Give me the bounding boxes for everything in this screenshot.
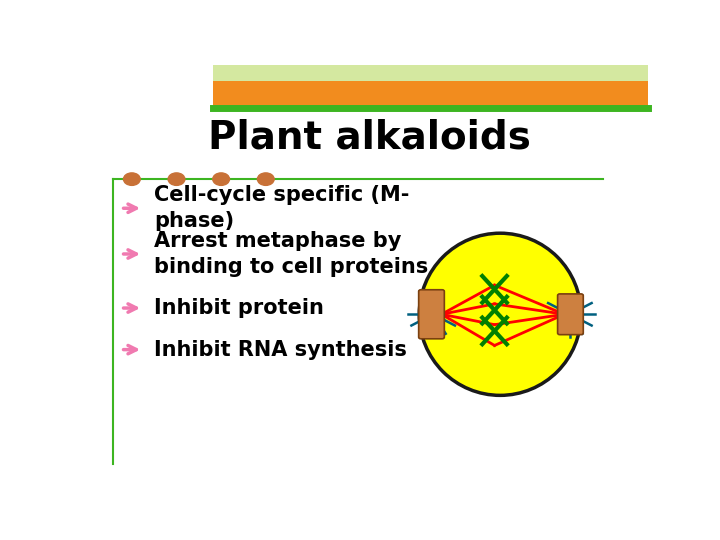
Ellipse shape (419, 233, 581, 395)
Text: Plant alkaloids: Plant alkaloids (207, 119, 531, 157)
Circle shape (258, 173, 274, 185)
FancyBboxPatch shape (557, 294, 583, 335)
Circle shape (213, 173, 230, 185)
Text: Arrest metaphase by
binding to cell proteins: Arrest metaphase by binding to cell prot… (154, 231, 428, 277)
Text: Inhibit RNA synthesis: Inhibit RNA synthesis (154, 340, 407, 360)
Circle shape (124, 173, 140, 185)
Bar (213, 82, 648, 109)
Circle shape (168, 173, 185, 185)
Bar (213, 65, 648, 82)
Text: Cell-cycle specific (M-
phase): Cell-cycle specific (M- phase) (154, 185, 410, 232)
FancyBboxPatch shape (418, 290, 444, 339)
Text: Inhibit protein: Inhibit protein (154, 298, 324, 318)
